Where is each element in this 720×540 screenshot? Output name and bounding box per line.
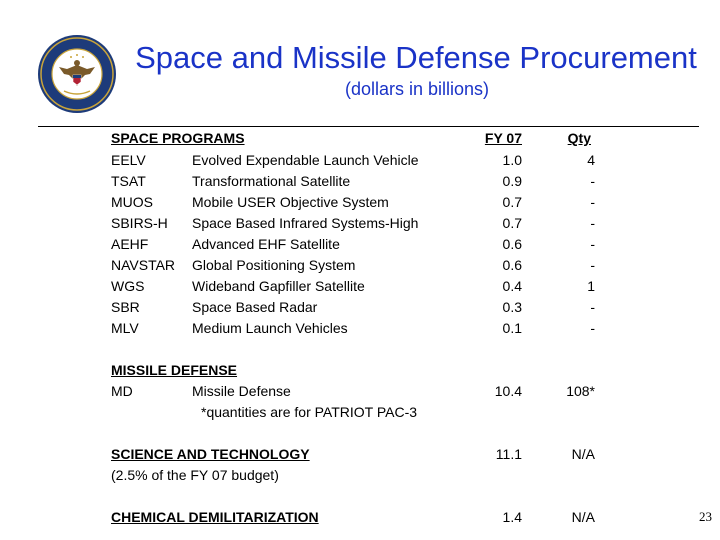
fy07-value: 0.9 bbox=[502, 173, 522, 189]
quantity-footnote: *quantities are for PATRIOT PAC-3 bbox=[201, 404, 418, 420]
program-name: Advanced EHF Satellite bbox=[192, 236, 340, 252]
chemical-demilitarization-header: CHEMICAL DEMILITARIZATION bbox=[111, 509, 319, 525]
qty-value: N/A bbox=[571, 446, 595, 462]
fy07-value: 0.3 bbox=[502, 299, 522, 315]
qty-value: - bbox=[590, 257, 595, 273]
space-programs-header: SPACE PROGRAMS bbox=[111, 130, 245, 146]
fy07-value: 0.1 bbox=[502, 320, 522, 336]
qty-value: - bbox=[590, 299, 595, 315]
fy07-value: 11.1 bbox=[495, 446, 522, 462]
program-name: Wideband Gapfiller Satellite bbox=[192, 278, 365, 294]
program-code: MUOS bbox=[111, 194, 153, 210]
slide-subtitle: (dollars in billions) bbox=[344, 79, 490, 99]
qty-value: - bbox=[590, 320, 595, 336]
slide-title: Space and Missile Defense Procurement bbox=[135, 40, 697, 75]
budget-share-note: (2.5% of the FY 07 budget) bbox=[111, 467, 279, 483]
qty-value: 1 bbox=[587, 278, 595, 294]
qty-value: 108* bbox=[566, 383, 595, 399]
qty-value: - bbox=[590, 236, 595, 252]
fy07-value: 10.4 bbox=[494, 383, 522, 399]
qty-value: - bbox=[590, 215, 595, 231]
dod-seal-logo bbox=[38, 35, 116, 113]
qty-value: - bbox=[590, 194, 595, 210]
fy07-value: 0.7 bbox=[502, 194, 522, 210]
program-code: MLV bbox=[111, 320, 139, 336]
qty-value: 4 bbox=[587, 152, 595, 168]
program-code: NAVSTAR bbox=[111, 257, 176, 273]
science-technology-header: SCIENCE AND TECHNOLOGY bbox=[111, 446, 310, 462]
program-code: SBR bbox=[111, 299, 140, 315]
program-name: Evolved Expendable Launch Vehicle bbox=[192, 152, 419, 168]
program-name: Medium Launch Vehicles bbox=[192, 320, 348, 336]
program-name: Global Positioning System bbox=[192, 257, 356, 273]
fy07-value: 0.6 bbox=[502, 236, 522, 252]
title-divider bbox=[38, 126, 699, 127]
program-code: WGS bbox=[111, 278, 145, 294]
fy07-value: 0.4 bbox=[502, 278, 522, 294]
program-name: Missile Defense bbox=[192, 383, 291, 399]
fy07-column-header: FY 07 bbox=[484, 130, 522, 146]
fy07-value: 0.7 bbox=[502, 215, 522, 231]
fy07-value: 1.0 bbox=[502, 152, 522, 168]
fy07-value: 1.4 bbox=[502, 509, 522, 525]
program-code: SBIRS-H bbox=[111, 215, 168, 231]
program-code: AEHF bbox=[111, 236, 149, 252]
program-name: Space Based Infrared Systems-High bbox=[192, 215, 419, 231]
program-code: MD bbox=[111, 383, 133, 399]
qty-value: - bbox=[590, 173, 595, 189]
qty-column-header: Qty bbox=[567, 130, 591, 146]
program-name: Mobile USER Objective System bbox=[192, 194, 389, 210]
missile-defense-header: MISSILE DEFENSE bbox=[111, 362, 238, 378]
program-code: TSAT bbox=[111, 173, 146, 189]
program-name: Space Based Radar bbox=[192, 299, 318, 315]
fy07-value: 0.6 bbox=[502, 257, 522, 273]
program-name: Transformational Satellite bbox=[192, 173, 351, 189]
page-number: 23 bbox=[699, 509, 712, 524]
program-code: EELV bbox=[111, 152, 146, 168]
qty-value: N/A bbox=[571, 509, 595, 525]
